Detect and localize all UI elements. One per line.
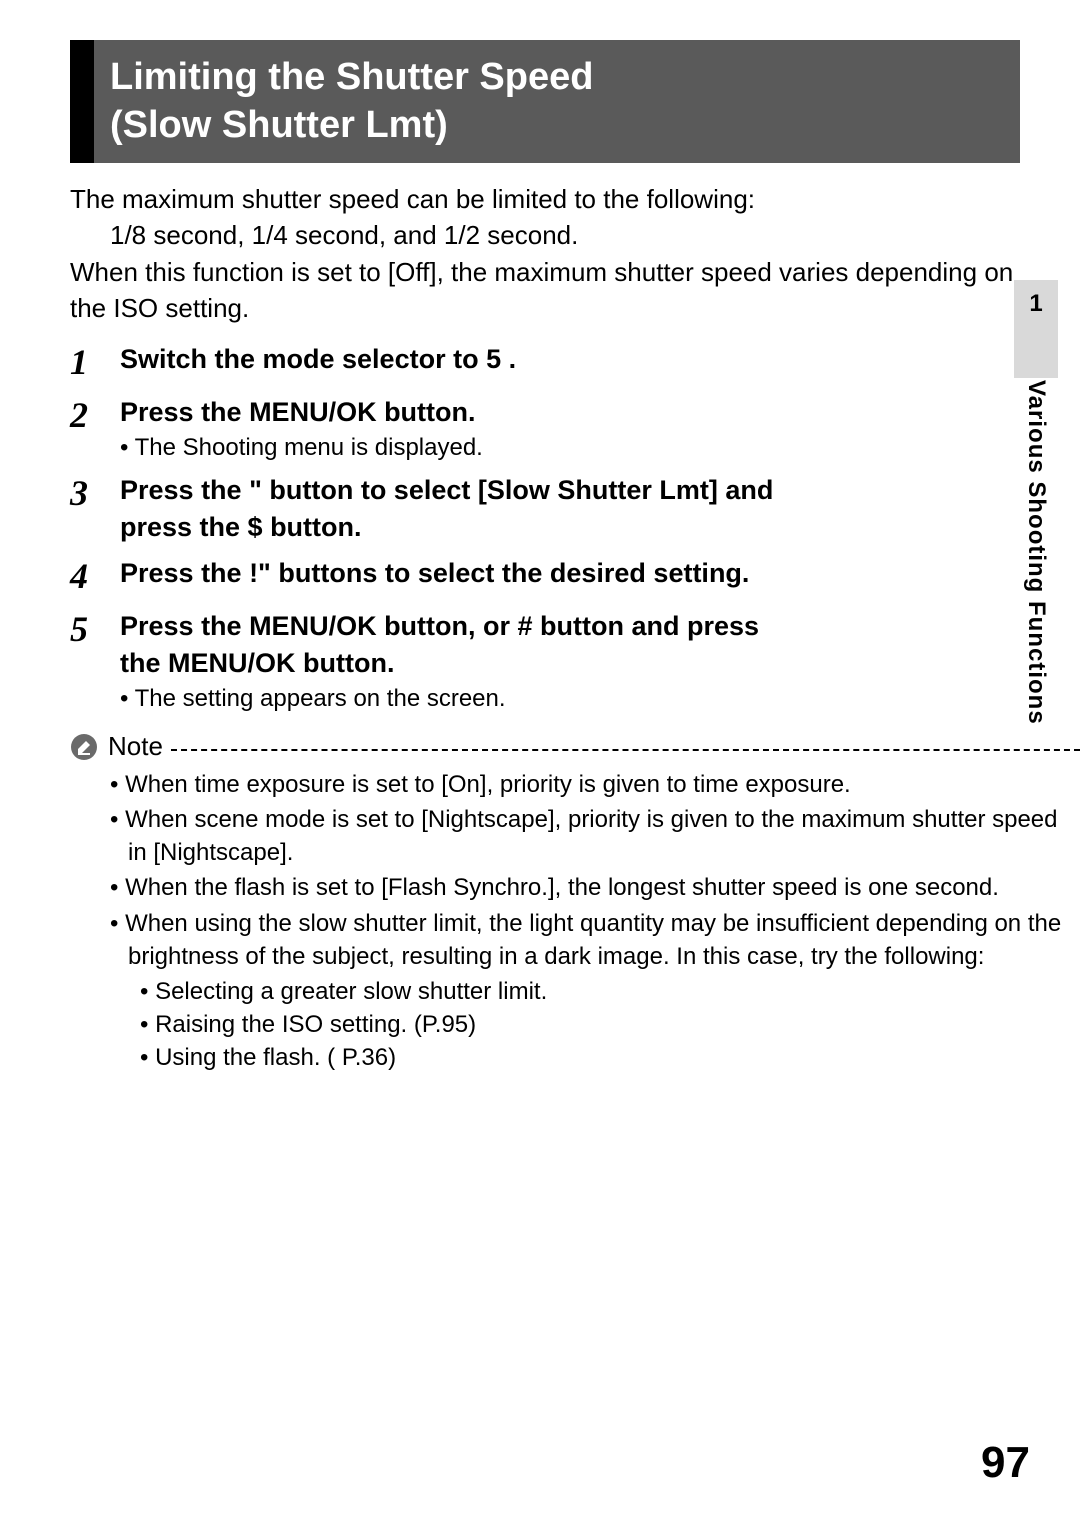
note-dash-rule (171, 749, 1080, 751)
heading-title: Limiting the Shutter Speed (Slow Shutter… (94, 40, 1020, 163)
pencil-note-icon (70, 733, 98, 761)
note-list: When time exposure is set to [On], prior… (70, 768, 1080, 1074)
step-title: Press the " button to select [Slow Shutt… (120, 472, 780, 545)
step-title: Press the MENU/OK button, or # button an… (120, 608, 780, 681)
step-number: 3 (70, 472, 120, 545)
note-subitem: Selecting a greater slow shutter limit. (140, 975, 1080, 1008)
step-subtext: The Shooting menu is displayed. (134, 434, 780, 462)
intro-line3: When this function is set to [Off], the … (70, 254, 1020, 327)
side-tab: 1 Various Shooting Functions (1014, 280, 1058, 725)
heading-accent-bar (70, 40, 94, 163)
intro-paragraph: The maximum shutter speed can be limited… (70, 181, 1080, 327)
step-item: 4 Press the !" buttons to select the des… (70, 555, 780, 598)
step-body: Press the " button to select [Slow Shutt… (120, 472, 780, 545)
side-tab-number: 1 (1014, 280, 1058, 378)
step-body: Switch the mode selector to 5 . (120, 341, 780, 384)
section-heading: Limiting the Shutter Speed (Slow Shutter… (70, 40, 1020, 163)
note-subitem: Raising the ISO setting. (P.95) (140, 1008, 1080, 1041)
page-number: 97 (981, 1438, 1030, 1488)
note-item: When time exposure is set to [On], prior… (110, 768, 1080, 801)
step-number: 4 (70, 555, 120, 598)
step-item: 5 Press the MENU/OK button, or # button … (70, 608, 780, 713)
note-header: Note (70, 731, 1080, 762)
step-body: Press the MENU/OK button, or # button an… (120, 608, 780, 713)
steps-list: 1 Switch the mode selector to 5 . 2 Pres… (70, 341, 1080, 714)
note-item: When scene mode is set to [Nightscape], … (110, 803, 1080, 869)
step-title: Press the !" buttons to select the desir… (120, 555, 780, 591)
step-title: Switch the mode selector to 5 . (120, 341, 780, 377)
heading-line1: Limiting the Shutter Speed (110, 56, 593, 98)
step-body: Press the !" buttons to select the desir… (120, 555, 780, 598)
note-block: Note When time exposure is set to [On], … (70, 731, 1080, 1074)
step-number: 1 (70, 341, 120, 384)
note-sublist: Selecting a greater slow shutter limit. … (110, 975, 1080, 1074)
note-label: Note (108, 731, 163, 762)
note-subitem: Using the flash. ( P.36) (140, 1041, 1080, 1074)
heading-line2: (Slow Shutter Lmt) (110, 104, 448, 146)
note-item: When using the slow shutter limit, the l… (110, 907, 1080, 973)
step-item: 3 Press the " button to select [Slow Shu… (70, 472, 780, 545)
step-title: Press the MENU/OK button. (120, 394, 780, 430)
step-body: Press the MENU/OK button. The Shooting m… (120, 394, 780, 462)
side-tab-label: Various Shooting Functions (1022, 378, 1050, 725)
intro-line1: The maximum shutter speed can be limited… (70, 181, 1020, 217)
note-item: When the flash is set to [Flash Synchro.… (110, 871, 1080, 904)
step-subtext: The setting appears on the screen. (134, 685, 780, 713)
step-item: 2 Press the MENU/OK button. The Shooting… (70, 394, 780, 462)
step-number: 2 (70, 394, 120, 462)
intro-line2: 1/8 second, 1/4 second, and 1/2 second. (110, 217, 1020, 253)
step-number: 5 (70, 608, 120, 713)
step-item: 1 Switch the mode selector to 5 . (70, 341, 780, 384)
